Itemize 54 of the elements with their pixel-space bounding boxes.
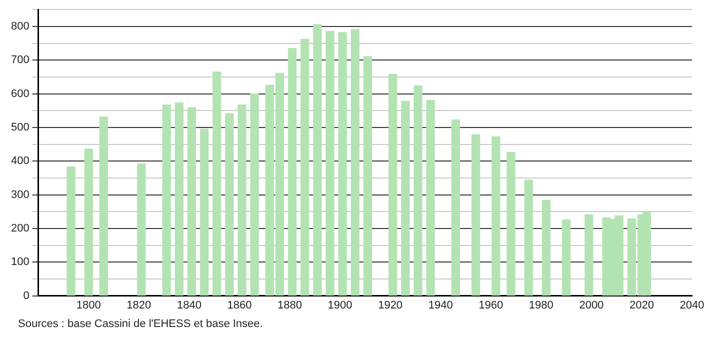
source-note: Sources : base Cassini de l'EHESS et base Insee.: [18, 318, 263, 330]
bar: [363, 56, 372, 296]
y-tick-label: 800: [10, 20, 30, 32]
y-tick-label: 300: [10, 188, 30, 201]
bar: [451, 119, 460, 296]
x-tick-label: 2020: [629, 299, 654, 312]
y-tick-label: 400: [10, 155, 30, 168]
bar: [225, 113, 234, 296]
y-tick-label: 500: [10, 121, 30, 134]
x-tick-label: 1880: [278, 299, 302, 312]
x-tick-label: 1800: [76, 299, 101, 312]
bar: [99, 116, 108, 296]
x-tick-label: 2040: [680, 299, 704, 312]
bar: [66, 166, 76, 296]
bar: [162, 104, 171, 296]
bar: [137, 163, 146, 296]
bar: [174, 102, 184, 296]
y-tick-label: 600: [10, 88, 30, 100]
bar: [524, 180, 533, 296]
bar: [401, 100, 410, 296]
x-tick-label: 1940: [428, 299, 453, 312]
bar: [471, 134, 480, 296]
y-tick-label: 200: [10, 222, 30, 234]
x-tick-label: 1900: [328, 299, 352, 312]
bar: [388, 74, 398, 296]
bar: [187, 107, 196, 296]
bar: [492, 136, 500, 296]
bar: [562, 219, 571, 296]
y-tick-label: 0: [23, 290, 30, 302]
bar: [300, 38, 310, 296]
x-tick-label: 1960: [478, 299, 504, 312]
bar: [250, 93, 259, 296]
x-tick-label: 1820: [126, 299, 152, 312]
bar: [542, 200, 551, 296]
bar: [212, 72, 222, 296]
x-tick-label: 1860: [227, 299, 252, 312]
y-tick-label: 100: [10, 256, 30, 268]
bar: [288, 48, 297, 296]
x-tick-label: 2000: [579, 299, 604, 312]
bar: [238, 104, 246, 296]
bar: [326, 30, 334, 296]
bar: [338, 32, 347, 296]
x-tick-label: 1840: [176, 299, 202, 312]
bar: [84, 148, 93, 296]
bar: [350, 29, 360, 296]
bar: [584, 214, 594, 296]
bar: [414, 85, 422, 296]
bar: [426, 100, 435, 296]
bar: [200, 128, 209, 296]
x-tick-label: 1980: [528, 299, 554, 312]
bar: [506, 152, 516, 296]
y-tick-label: 700: [10, 54, 30, 66]
x-tick-label: 1920: [378, 299, 403, 312]
bar: [313, 24, 322, 296]
